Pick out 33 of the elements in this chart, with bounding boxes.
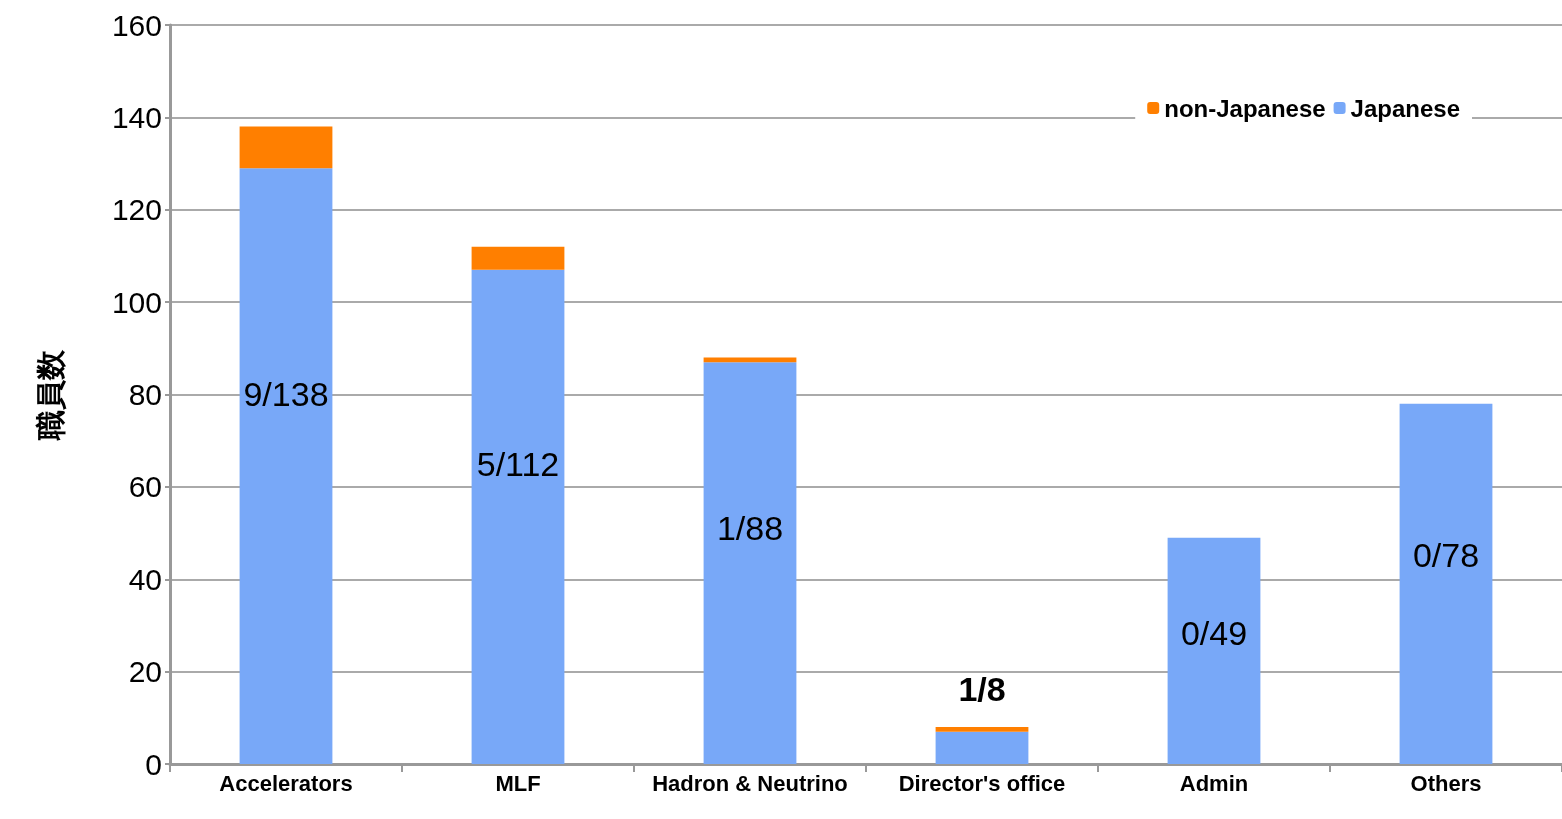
y-axis-title: 職員数 [33,348,67,441]
x-tick-label: Accelerators [219,770,353,796]
bar [935,731,1029,764]
legend-label: non-Japanese [1164,94,1326,122]
bar [471,246,565,270]
y-tick-label: 20 [128,655,162,689]
annotation: 9/138 [243,375,329,414]
bar [703,362,797,764]
bar [935,727,1029,732]
bar [1167,537,1261,764]
bar [239,126,333,169]
y-tick-label: 160 [111,8,162,42]
y-tick-label: 140 [111,100,162,134]
x-tick-label: Hadron & Neutrino [652,770,848,796]
bar [471,269,565,764]
y-tick-label: 40 [128,562,162,596]
x-tick-label: MLF [495,770,541,796]
y-tick-label: 80 [128,378,162,411]
y-tick-label: 120 [111,193,162,227]
annotation: 1/88 [716,509,784,548]
y-tick-label: 0 [145,747,162,781]
y-tick-label: 100 [111,285,162,319]
annotation: 0/49 [1180,613,1248,652]
legend-label: Japanese [1350,94,1460,122]
bar [239,168,333,764]
x-tick-label: Admin [1179,770,1249,796]
annotation: 0/78 [1412,536,1480,575]
annotation: 1/8 [958,670,1006,709]
y-tick-label: 60 [128,470,162,504]
annotation: 5/112 [476,444,560,483]
bar [1399,403,1493,764]
x-tick-label: Others [1410,770,1482,796]
x-tick-label: Director's office [898,770,1066,796]
